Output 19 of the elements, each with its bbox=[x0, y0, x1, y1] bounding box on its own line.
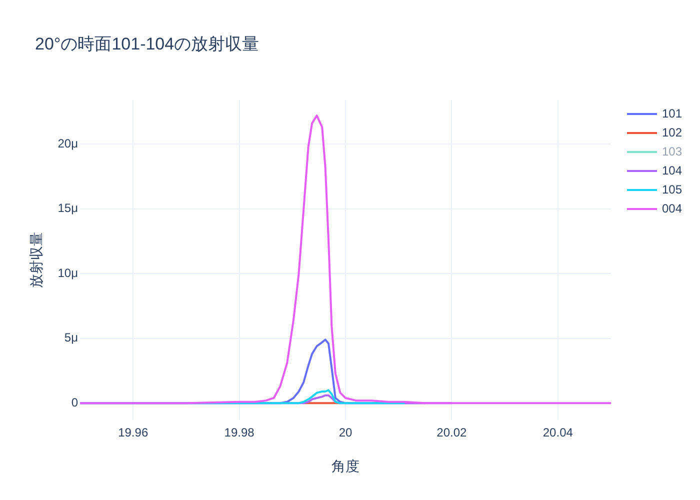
legend-label: 101 bbox=[662, 106, 682, 120]
legend-label: 103 bbox=[662, 144, 682, 158]
y-axis-title: 放射収量 bbox=[28, 232, 44, 288]
legend-label: 004 bbox=[662, 201, 682, 216]
x-tick-label: 20 bbox=[338, 426, 352, 440]
y-tick-label: 15μ bbox=[58, 201, 78, 216]
legend-label: 104 bbox=[662, 163, 682, 178]
legend-label: 105 bbox=[662, 182, 682, 196]
y-tick-label: 0 bbox=[71, 395, 78, 410]
y-tick-label: 20μ bbox=[58, 136, 78, 150]
x-tick-label: 20.02 bbox=[436, 426, 468, 440]
x-tick-label: 19.96 bbox=[118, 426, 148, 440]
y-tick-label: 10μ bbox=[58, 266, 78, 280]
x-tick-label: 20.04 bbox=[542, 426, 574, 440]
x-axis-title: 角度 bbox=[332, 458, 360, 474]
legend-label: 102 bbox=[662, 125, 682, 140]
chart-title: 20°の時面101-104の放射収量 bbox=[35, 34, 260, 54]
x-tick-label: 19.98 bbox=[224, 426, 255, 440]
y-tick-label: 5μ bbox=[64, 330, 78, 345]
